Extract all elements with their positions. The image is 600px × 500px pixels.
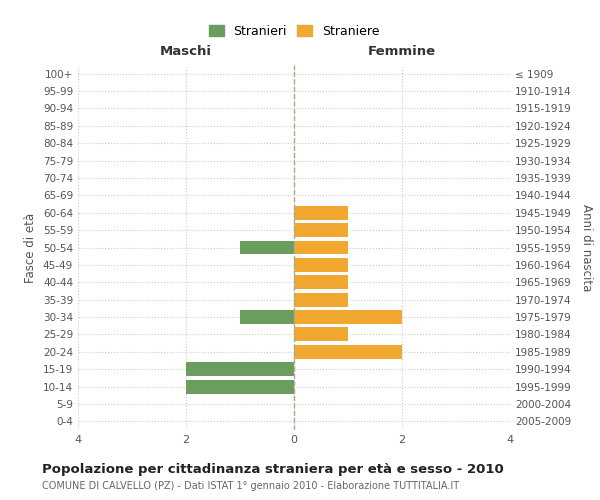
Y-axis label: Anni di nascita: Anni di nascita xyxy=(580,204,593,291)
Y-axis label: Fasce di età: Fasce di età xyxy=(25,212,37,282)
Bar xyxy=(294,206,348,220)
Bar xyxy=(240,240,294,254)
Bar xyxy=(294,345,402,358)
Legend: Stranieri, Straniere: Stranieri, Straniere xyxy=(203,20,385,43)
Bar xyxy=(240,310,294,324)
Text: Maschi: Maschi xyxy=(160,45,212,58)
Bar xyxy=(294,276,348,289)
Bar xyxy=(186,380,294,394)
Bar xyxy=(294,258,348,272)
Bar xyxy=(294,292,348,306)
Text: Femmine: Femmine xyxy=(368,45,436,58)
Bar xyxy=(294,328,348,342)
Bar xyxy=(294,223,348,237)
Bar xyxy=(294,240,348,254)
Text: Popolazione per cittadinanza straniera per età e sesso - 2010: Popolazione per cittadinanza straniera p… xyxy=(42,462,504,475)
Bar xyxy=(294,310,402,324)
Text: COMUNE DI CALVELLO (PZ) - Dati ISTAT 1° gennaio 2010 - Elaborazione TUTTITALIA.I: COMUNE DI CALVELLO (PZ) - Dati ISTAT 1° … xyxy=(42,481,459,491)
Bar xyxy=(186,362,294,376)
